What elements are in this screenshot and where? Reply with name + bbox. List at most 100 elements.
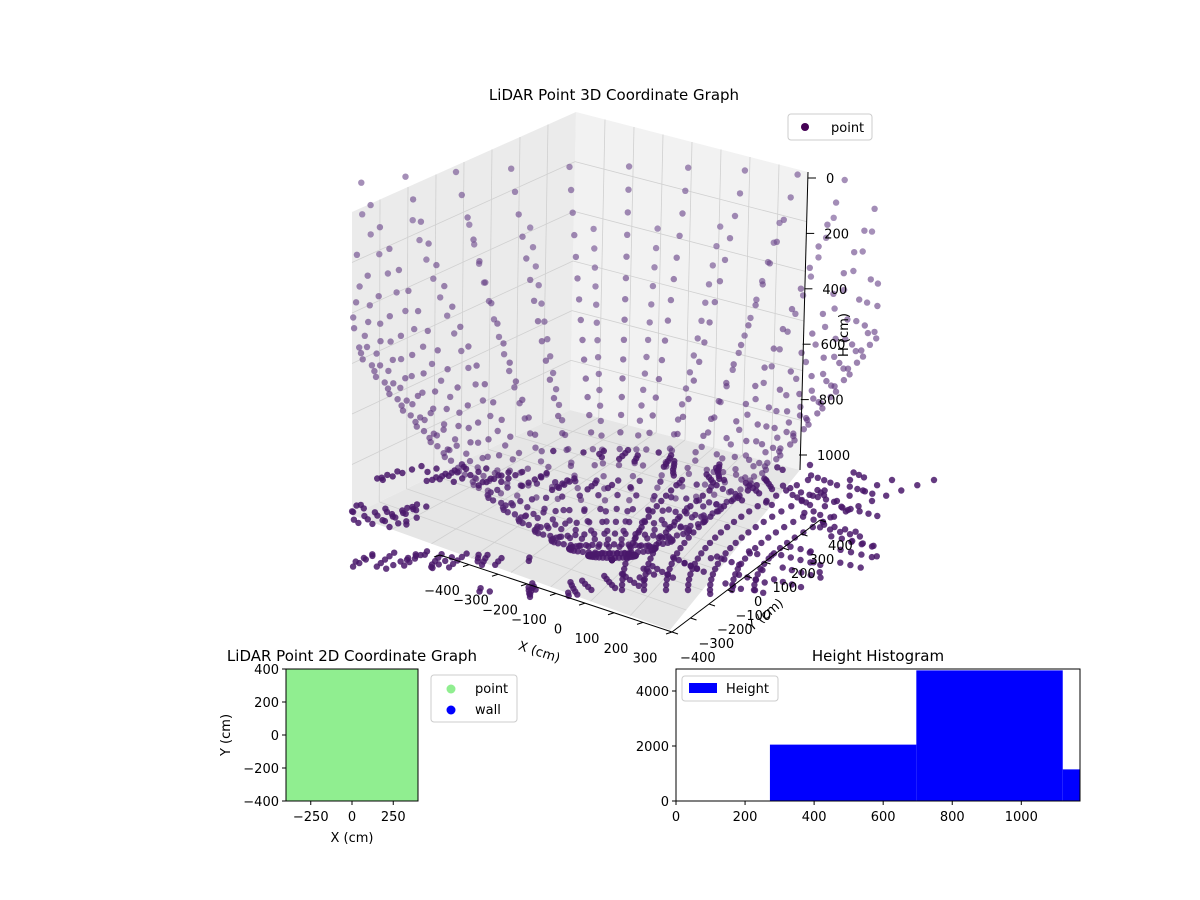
data-point	[480, 472, 487, 480]
x-tick-label-hist: 600	[871, 810, 896, 825]
data-point	[690, 352, 697, 359]
legend-marker-point-2d	[446, 684, 456, 694]
data-point	[787, 441, 794, 448]
data-point	[711, 298, 718, 306]
data-point	[620, 571, 627, 578]
data-point	[814, 474, 821, 481]
y-tick-mark	[745, 575, 753, 579]
data-point	[807, 273, 815, 280]
data-point	[685, 164, 692, 171]
data-point	[810, 508, 817, 515]
legend-2d: point wall	[430, 674, 518, 723]
histogram-bar	[916, 670, 1063, 801]
data-point	[610, 541, 618, 548]
data-point	[822, 234, 830, 241]
data-point	[790, 518, 797, 526]
data-point	[524, 504, 531, 511]
data-point	[699, 492, 706, 499]
data-point	[508, 165, 515, 172]
data-point	[858, 551, 865, 558]
data-point	[730, 361, 737, 368]
data-point	[391, 549, 398, 556]
x-tick-label: 300	[633, 651, 658, 666]
data-point	[827, 393, 834, 401]
data-point	[417, 551, 424, 559]
data-point	[769, 444, 777, 451]
data-point	[814, 410, 821, 417]
data-point	[498, 416, 505, 423]
data-point	[508, 500, 515, 507]
data-point	[390, 561, 397, 569]
y-tick-mark	[708, 603, 716, 607]
data-point	[559, 430, 566, 437]
data-point	[773, 238, 780, 245]
data-point	[771, 424, 778, 432]
data-point	[376, 362, 384, 369]
data-point	[419, 389, 426, 396]
data-point	[773, 407, 780, 415]
data-point	[591, 245, 598, 252]
data-point	[584, 393, 591, 401]
data-point	[706, 487, 713, 494]
data-point	[687, 503, 694, 510]
data-point	[640, 548, 647, 555]
data-point	[375, 293, 382, 300]
data-point	[514, 492, 521, 499]
data-point	[680, 530, 687, 538]
data-point	[599, 460, 607, 467]
data-point	[667, 452, 675, 459]
data-point	[612, 518, 620, 525]
y-tick-label-2d: 400	[254, 663, 279, 678]
data-point	[475, 482, 482, 489]
x-tick-label-hist: 800	[940, 810, 965, 825]
x-tick-mark	[665, 631, 673, 635]
data-point	[444, 312, 451, 319]
data-point	[859, 248, 866, 255]
data-point	[652, 544, 659, 552]
z-ticks-3d: 0 200 400 600 800 1000	[799, 172, 850, 464]
data-point	[409, 351, 416, 359]
data-point	[451, 467, 458, 474]
data-point	[853, 317, 860, 325]
x-tick-label-hist: 1000	[1005, 810, 1038, 825]
data-point	[643, 446, 650, 453]
data-point	[593, 301, 600, 308]
x-axis-label-2d: X (cm)	[331, 831, 374, 846]
data-point	[668, 560, 675, 567]
data-point	[641, 581, 648, 588]
data-point	[681, 508, 688, 515]
data-point	[761, 579, 768, 586]
data-point	[451, 436, 459, 443]
data-point	[685, 534, 692, 541]
data-point	[708, 576, 715, 583]
y-tick-mark	[782, 547, 790, 551]
data-point	[702, 544, 709, 552]
data-point	[349, 563, 357, 570]
data-point	[828, 533, 835, 540]
data-point	[622, 560, 629, 567]
data-point	[798, 497, 805, 505]
data-point	[729, 581, 736, 588]
data-point	[409, 217, 416, 224]
data-point	[640, 386, 647, 393]
data-point	[595, 492, 602, 499]
data-point	[473, 362, 480, 369]
z-tick-label: 600	[821, 338, 846, 353]
data-point	[858, 541, 865, 548]
data-point	[667, 296, 675, 304]
data-point	[730, 576, 737, 583]
data-point	[671, 555, 678, 562]
data-point	[649, 282, 657, 290]
x-tick-label: 0	[554, 623, 562, 638]
data-point	[560, 541, 567, 548]
data-point	[523, 255, 530, 262]
data-point	[685, 581, 692, 588]
data-point	[868, 543, 876, 550]
data-point	[737, 341, 745, 349]
data-point	[594, 354, 602, 361]
data-point	[783, 428, 790, 436]
data-point	[830, 513, 838, 520]
grid-line	[351, 260, 574, 364]
data-point	[618, 393, 625, 401]
